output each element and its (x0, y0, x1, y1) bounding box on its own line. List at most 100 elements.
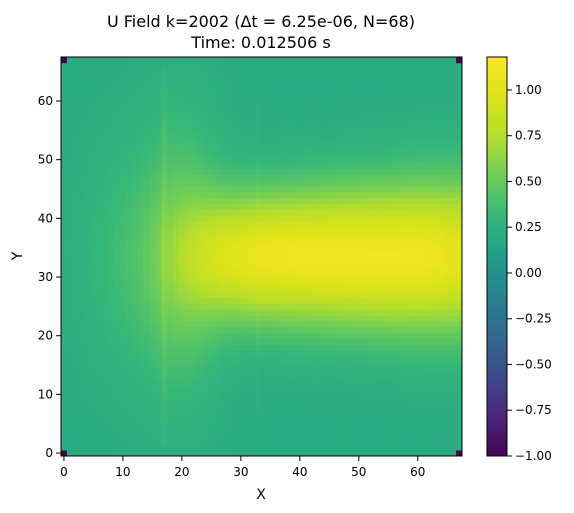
heatmap-cell (249, 244, 256, 251)
heatmap-cell (84, 420, 91, 428)
heatmap-cell (208, 285, 215, 293)
heatmap-cell (408, 103, 416, 111)
heatmap-cell (332, 62, 339, 70)
heatmap-cell (220, 227, 227, 234)
heatmap-cell (373, 168, 380, 175)
heatmap-cell (379, 250, 386, 257)
heatmap-cell (131, 233, 139, 240)
heatmap-cell (119, 414, 127, 422)
heatmap-cell (355, 74, 363, 81)
heatmap-cell (414, 426, 422, 433)
heatmap-cell (184, 344, 192, 351)
heatmap-cell (456, 385, 463, 392)
heatmap-cell (379, 262, 386, 269)
heatmap-cell (456, 221, 463, 228)
heatmap-cell (173, 315, 180, 322)
heatmap-cell (255, 197, 262, 205)
heatmap-cell (114, 86, 121, 93)
heatmap-cell (96, 309, 103, 316)
heatmap-cell (308, 62, 315, 70)
heatmap-cell (66, 279, 74, 287)
heatmap-cell (456, 127, 463, 134)
heatmap-cell (61, 221, 68, 228)
heatmap-cell (344, 162, 351, 169)
heatmap-cell (426, 233, 433, 240)
heatmap-cell (408, 238, 416, 246)
heatmap-cell (137, 414, 144, 422)
heatmap-cell (308, 256, 315, 263)
heatmap-cell (444, 168, 451, 175)
heatmap-cell (196, 391, 203, 398)
heatmap-cell (314, 303, 321, 310)
heatmap-cell (314, 186, 321, 193)
heatmap-cell (249, 309, 256, 316)
heatmap-cell (397, 262, 404, 269)
heatmap-cell (108, 174, 115, 181)
heatmap-cell (391, 285, 398, 293)
heatmap-cell (178, 109, 186, 117)
heatmap-cell (173, 379, 180, 386)
heatmap-cell (408, 209, 416, 216)
heatmap-cell (61, 279, 68, 287)
heatmap-cell (338, 150, 345, 158)
heatmap-cell (143, 291, 150, 298)
heatmap-cell (125, 221, 133, 228)
heatmap-cell (114, 209, 121, 216)
heatmap-cell (214, 121, 221, 128)
heatmap-cell (255, 162, 262, 169)
heatmap-cell (196, 180, 203, 187)
heatmap-cell (403, 285, 410, 293)
heatmap-cell (226, 238, 233, 246)
heatmap-cell (173, 256, 180, 263)
heatmap-cell (220, 221, 227, 228)
heatmap-cell (119, 432, 127, 439)
heatmap-cell (226, 385, 233, 392)
heatmap-cell (367, 426, 374, 433)
heatmap-cell (78, 80, 85, 87)
heatmap-cell (338, 420, 345, 428)
heatmap-cell (178, 209, 186, 216)
heatmap-cell (61, 121, 68, 128)
heatmap-cell (308, 450, 315, 457)
heatmap-cell (226, 203, 233, 210)
heatmap-cell (143, 450, 150, 457)
heatmap-cell (414, 162, 422, 169)
heatmap-cell (108, 109, 115, 117)
heatmap-cell (232, 233, 239, 240)
heatmap-cell (155, 244, 162, 251)
heatmap-cell (373, 274, 380, 281)
heatmap-cell (143, 385, 150, 392)
heatmap-cell (456, 291, 463, 298)
heatmap-cell (66, 80, 74, 87)
heatmap-cell (432, 162, 439, 169)
heatmap-cell (450, 150, 457, 158)
heatmap-cell (190, 274, 197, 281)
heatmap-cell (296, 291, 304, 298)
heatmap-cell (426, 420, 433, 428)
heatmap-cell (78, 438, 85, 445)
heatmap-cell (149, 362, 156, 369)
heatmap-cell (249, 139, 256, 146)
heatmap-cell (84, 62, 91, 70)
heatmap-cell (344, 74, 351, 81)
heatmap-cell (338, 168, 345, 175)
heatmap-cell (403, 344, 410, 351)
heatmap-cell (261, 180, 268, 187)
heatmap-cell (249, 414, 256, 422)
heatmap-cell (243, 309, 251, 316)
heatmap-cell (308, 432, 315, 439)
heatmap-cell (131, 80, 139, 87)
heatmap-cell (202, 62, 209, 70)
heatmap-cell (255, 379, 262, 386)
heatmap-cell (167, 74, 174, 81)
heatmap-cell (61, 297, 68, 304)
heatmap-cell (361, 391, 368, 398)
heatmap-cell (397, 379, 404, 386)
heatmap-cell (184, 321, 192, 328)
heatmap-cell (196, 326, 203, 334)
heatmap-cell (308, 309, 315, 316)
heatmap-cell (125, 332, 133, 339)
heatmap-cell (391, 186, 398, 193)
heatmap-cell (332, 80, 339, 87)
heatmap-cell (220, 86, 227, 93)
